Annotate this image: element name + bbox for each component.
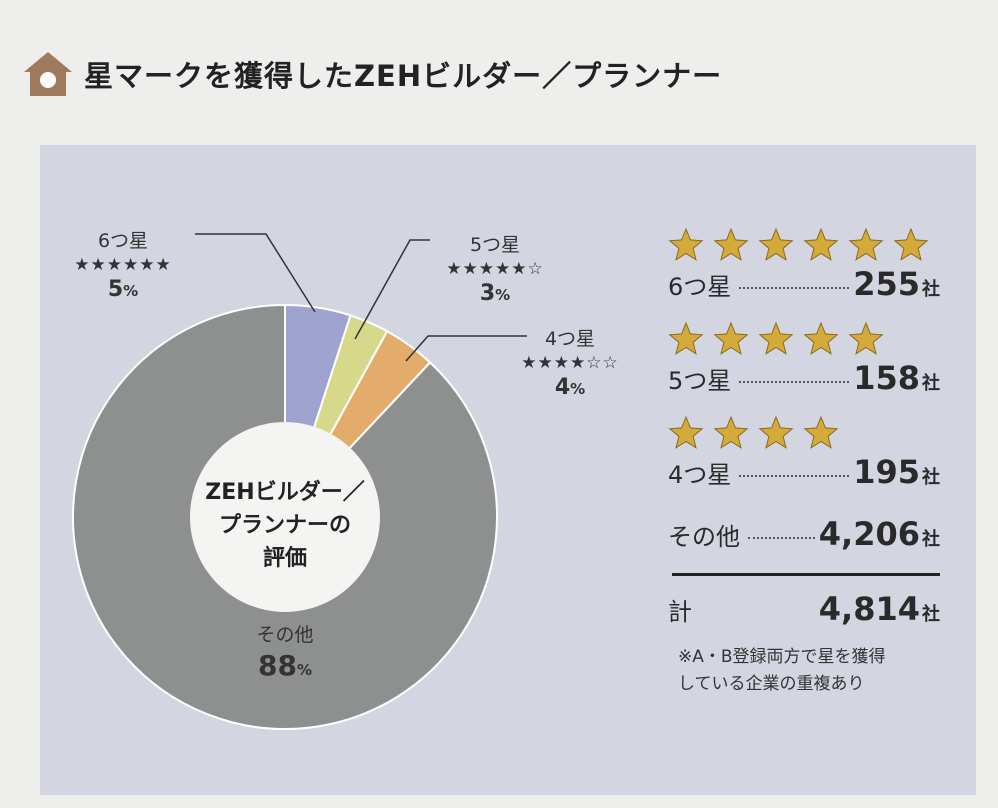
legend-row-4: 4つ星 195 社	[668, 453, 940, 497]
slice-label-6-stars: ★★★★★★	[74, 255, 172, 275]
page-header: 星マークを獲得したZEHビルダー／プランナー	[22, 50, 722, 98]
center-label-line-3: 評価	[262, 546, 307, 571]
legend-stars-6	[668, 225, 940, 265]
gold-star-icon	[803, 415, 839, 449]
total-value: 4,814 社	[818, 590, 940, 628]
legend-item-other: その他 4,206 社	[668, 515, 940, 559]
gold-star-icon	[713, 415, 749, 449]
gold-star-icon	[803, 321, 839, 355]
legend-count: 158	[853, 359, 920, 397]
legend-label: 5つ星	[668, 367, 732, 395]
legend: 6つ星 255 社 5つ星 158 社 4つ星 195 社 その他 4,206 …	[668, 225, 940, 698]
slice-label-4-value: 4%	[554, 375, 586, 400]
legend-item-6: 6つ星 255 社	[668, 225, 940, 309]
legend-item-5: 5つ星 158 社	[668, 319, 940, 403]
slice-label-4: 4つ星 ★★★★☆☆ 4%	[490, 324, 650, 400]
legend-label: その他	[668, 523, 740, 551]
gold-star-icon	[713, 321, 749, 355]
legend-count: 255	[853, 265, 920, 303]
legend-stars-4	[668, 413, 940, 453]
center-label-line-1: ZEHビルダー／	[205, 480, 365, 505]
legend-unit: 社	[922, 467, 940, 488]
gold-star-icon	[758, 321, 794, 355]
slice-label-other-name: その他	[256, 624, 314, 646]
leader-line-6	[195, 233, 316, 313]
slice-label-5-name: 5つ星	[469, 234, 521, 256]
house-icon	[24, 52, 72, 96]
slice-label-6: 6つ星 ★★★★★★ 5%	[58, 226, 188, 302]
leader-dots	[739, 381, 850, 383]
legend-label: 4つ星	[668, 461, 732, 489]
gold-star-icon	[848, 227, 884, 261]
legend-unit: 社	[922, 529, 940, 550]
slice-label-6-value: 5%	[107, 277, 139, 302]
legend-stars-5	[668, 319, 940, 359]
page-title: 星マークを獲得したZEHビルダー／プランナー	[84, 59, 723, 93]
leader-dots	[739, 287, 850, 289]
leader-line-4	[405, 335, 527, 362]
gold-star-icon	[758, 415, 794, 449]
gold-star-icon	[848, 321, 884, 355]
gold-star-icon	[803, 227, 839, 261]
gold-star-icon	[893, 227, 929, 261]
donut-center-label: ZEHビルダー／ プランナーの 評価	[190, 476, 380, 575]
footnote-line-2: している企業の重複あり	[678, 674, 865, 694]
slice-label-5-stars: ★★★★★☆	[446, 259, 544, 279]
gold-star-icon	[668, 415, 704, 449]
legend-label: 6つ星	[668, 273, 732, 301]
footnote: ※A・B登録両方で星を獲得 している企業の重複あり	[668, 644, 940, 698]
leader-line-5	[354, 239, 430, 340]
legend-row-other: その他 4,206 社	[668, 515, 940, 559]
leader-dots	[748, 537, 815, 539]
legend-total: 計 4,814 社	[668, 590, 940, 628]
leader-dots	[739, 475, 850, 477]
slice-label-6-name: 6つ星	[97, 230, 149, 252]
legend-unit: 社	[922, 373, 940, 394]
legend-count: 195	[853, 453, 920, 491]
footnote-line-1: ※A・B登録両方で星を獲得	[678, 647, 886, 667]
donut-hole	[190, 422, 380, 612]
slice-label-4-stars: ★★★★☆☆	[521, 353, 619, 373]
gold-star-icon	[758, 227, 794, 261]
gold-star-icon	[668, 321, 704, 355]
legend-row-6: 6つ星 255 社	[668, 265, 940, 309]
total-label: 計	[668, 598, 692, 626]
legend-item-4: 4つ星 195 社	[668, 413, 940, 497]
slice-label-5: 5つ星 ★★★★★☆ 3%	[420, 230, 570, 306]
gold-star-icon	[713, 227, 749, 261]
slice-label-4-name: 4つ星	[544, 328, 596, 350]
slice-label-5-value: 3%	[479, 281, 511, 306]
legend-count: 4,206	[818, 515, 920, 553]
legend-row-5: 5つ星 158 社	[668, 359, 940, 403]
slice-label-other: その他 88%	[215, 620, 355, 682]
gold-star-icon	[668, 227, 704, 261]
legend-divider	[672, 573, 940, 576]
legend-unit: 社	[922, 279, 940, 300]
center-label-line-2: プランナーの	[218, 513, 351, 538]
slice-label-other-value: 88%	[258, 649, 312, 682]
